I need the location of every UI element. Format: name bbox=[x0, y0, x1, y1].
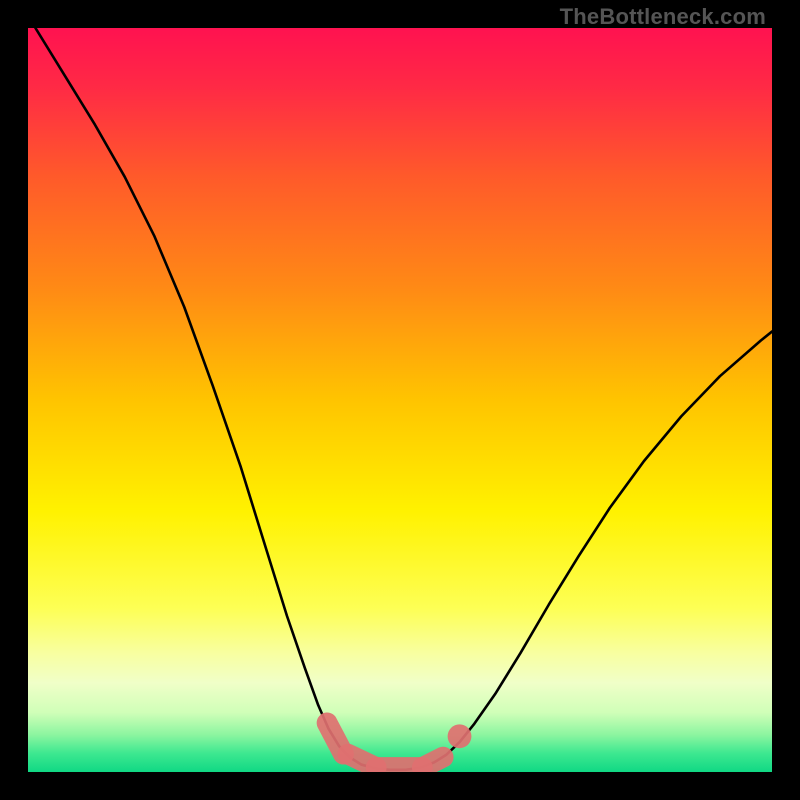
watermark-text: TheBottleneck.com bbox=[560, 4, 766, 30]
plot-area bbox=[28, 28, 772, 772]
bottom-markers bbox=[28, 28, 772, 772]
chart-frame: TheBottleneck.com bbox=[0, 0, 800, 800]
